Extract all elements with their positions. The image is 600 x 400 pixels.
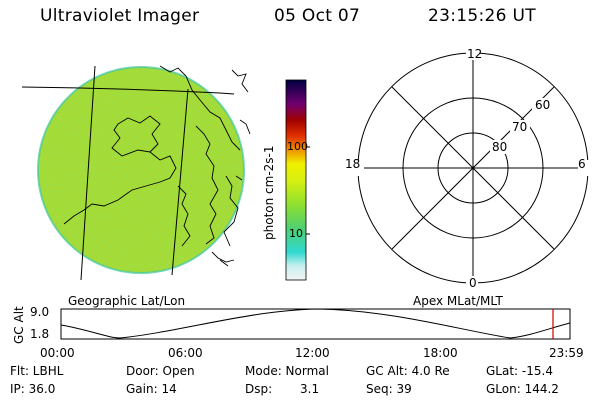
time-tick-1200: 12:00 bbox=[295, 346, 330, 360]
colorbar-gradient bbox=[285, 79, 307, 281]
altitude-axis-label: GC Alt bbox=[12, 306, 26, 344]
mlt-label-12: 12 bbox=[467, 47, 483, 61]
altitude-plot-frame bbox=[60, 308, 571, 340]
mlat-label-60: 60 bbox=[535, 98, 551, 112]
sequence-status: Seq: 39 bbox=[366, 382, 412, 396]
filter-status: Flt: LBHL bbox=[10, 364, 64, 378]
mlat-label-80: 80 bbox=[492, 140, 508, 154]
latlon-grid bbox=[21, 65, 235, 281]
mlat-label-70: 70 bbox=[512, 120, 528, 134]
mlt-label-6: 6 bbox=[578, 157, 586, 171]
apex-panel-label: Apex MLat/MLT bbox=[413, 294, 503, 308]
altitude-tick-9: 9.0 bbox=[30, 305, 50, 319]
door-status: Door: Open bbox=[126, 364, 195, 378]
colorbar-unit-label: photon cm-2s-1 bbox=[262, 145, 276, 241]
gc-altitude-status: GC Alt: 4.0 Re bbox=[366, 364, 450, 378]
time-tick-0600: 06:00 bbox=[168, 346, 203, 360]
colorbar bbox=[285, 79, 310, 281]
altitude-plot bbox=[60, 308, 571, 340]
colorbar-tick-10: 10 bbox=[289, 227, 303, 240]
mlt-label-18: 18 bbox=[345, 157, 361, 171]
geo-latitude-status: GLat: -15.4 bbox=[486, 364, 553, 378]
date-label: 05 Oct 07 bbox=[274, 6, 361, 26]
ip-status: IP: 36.0 bbox=[10, 382, 56, 396]
mlt-label-0: 0 bbox=[469, 276, 477, 290]
altitude-curve bbox=[60, 308, 571, 339]
geographic-panel-label: Geographic Lat/Lon bbox=[68, 294, 186, 308]
time-tick-2359: 23:59 bbox=[549, 346, 584, 360]
instrument-title: Ultraviolet Imager bbox=[40, 6, 200, 26]
altitude-tick-1-8: 1.8 bbox=[30, 327, 50, 341]
dsp-label: Dsp: bbox=[245, 382, 273, 396]
time-label: 23:15:26 UT bbox=[428, 6, 536, 26]
colorbar-tick-100: 100 bbox=[287, 140, 308, 153]
time-tick-0000: 00:00 bbox=[40, 346, 75, 360]
dsp-value: 3.1 bbox=[300, 382, 320, 396]
uv-image-disk bbox=[37, 66, 245, 274]
time-tick-1800: 18:00 bbox=[423, 346, 458, 360]
gain-status: Gain: 14 bbox=[126, 382, 177, 396]
geo-longitude-status: GLon: 144.2 bbox=[486, 382, 559, 396]
mode-status: Mode: Normal bbox=[245, 364, 329, 378]
polar-plot bbox=[344, 48, 590, 288]
